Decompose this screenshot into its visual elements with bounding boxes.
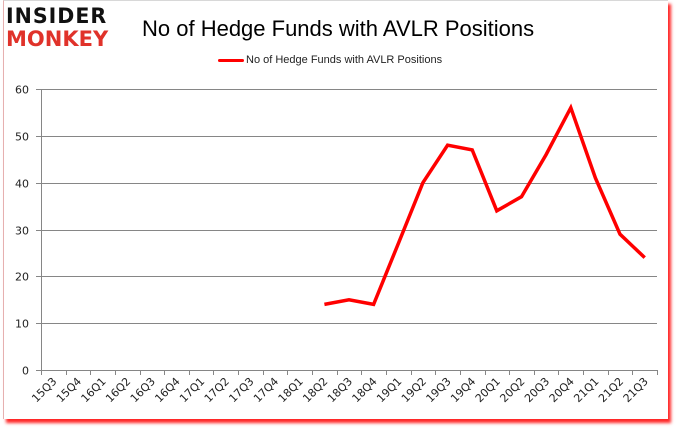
data-series bbox=[324, 103, 646, 307]
y-tick-label: 0 bbox=[22, 365, 29, 378]
y-tick-label: 60 bbox=[15, 84, 29, 97]
insider-monkey-logo: INSIDER MONKEY bbox=[6, 6, 124, 50]
y-tick-label: 20 bbox=[15, 271, 29, 284]
x-tick-label: 17Q2 bbox=[202, 375, 232, 405]
x-tick-label: 19Q3 bbox=[424, 375, 454, 405]
x-tick-label: 20Q1 bbox=[473, 375, 503, 405]
x-tick-label: 18Q1 bbox=[276, 375, 306, 405]
chart-title: No of Hedge Funds with AVLR Positions bbox=[142, 16, 535, 41]
y-tick-label: 30 bbox=[15, 225, 29, 238]
y-axis: 0 10 20 30 40 50 60 bbox=[15, 84, 42, 378]
x-tick-label: 17Q4 bbox=[251, 375, 281, 405]
x-tick-label: 16Q4 bbox=[152, 375, 182, 405]
x-tick-label: 19Q2 bbox=[399, 375, 429, 405]
legend-line-swatch-icon bbox=[218, 58, 244, 62]
x-tick-label: 21Q1 bbox=[571, 375, 601, 405]
x-tick-label: 20Q3 bbox=[522, 375, 552, 405]
x-tick-label: 21Q3 bbox=[621, 375, 651, 405]
x-tick-label: 20Q2 bbox=[497, 375, 527, 405]
x-tick-label: 15Q4 bbox=[54, 375, 84, 405]
x-tick-label: 19Q4 bbox=[448, 375, 478, 405]
x-tick-label: 15Q3 bbox=[29, 375, 59, 405]
x-tick-label: 16Q3 bbox=[128, 375, 158, 405]
series-line bbox=[324, 103, 646, 307]
x-tick-label: 18Q3 bbox=[325, 375, 355, 405]
x-tick-label: 17Q1 bbox=[177, 375, 207, 405]
x-tick-label: 16Q1 bbox=[79, 375, 109, 405]
y-tick-label: 50 bbox=[15, 131, 29, 144]
gridlines bbox=[41, 89, 657, 324]
y-tick-label: 40 bbox=[15, 178, 29, 191]
logo-line-1: INSIDER bbox=[6, 4, 108, 28]
x-tick-label: 19Q1 bbox=[374, 375, 404, 405]
x-axis: 15Q315Q416Q116Q216Q316Q417Q117Q217Q317Q4… bbox=[29, 370, 658, 405]
x-tick-label: 16Q2 bbox=[103, 375, 133, 405]
chart-frame bbox=[3, 0, 668, 419]
logo-line-2: MONKEY bbox=[6, 27, 109, 51]
x-tick-label: 17Q3 bbox=[226, 375, 256, 405]
legend-label: No of Hedge Funds with AVLR Positions bbox=[246, 54, 443, 66]
x-tick-label: 21Q2 bbox=[596, 375, 626, 405]
chart-legend: No of Hedge Funds with AVLR Positions bbox=[218, 54, 442, 66]
y-tick-label: 10 bbox=[15, 318, 29, 331]
x-tick-label: 18Q2 bbox=[300, 375, 330, 405]
x-tick-label: 20Q4 bbox=[547, 375, 577, 405]
x-tick-label: 18Q4 bbox=[350, 375, 380, 405]
